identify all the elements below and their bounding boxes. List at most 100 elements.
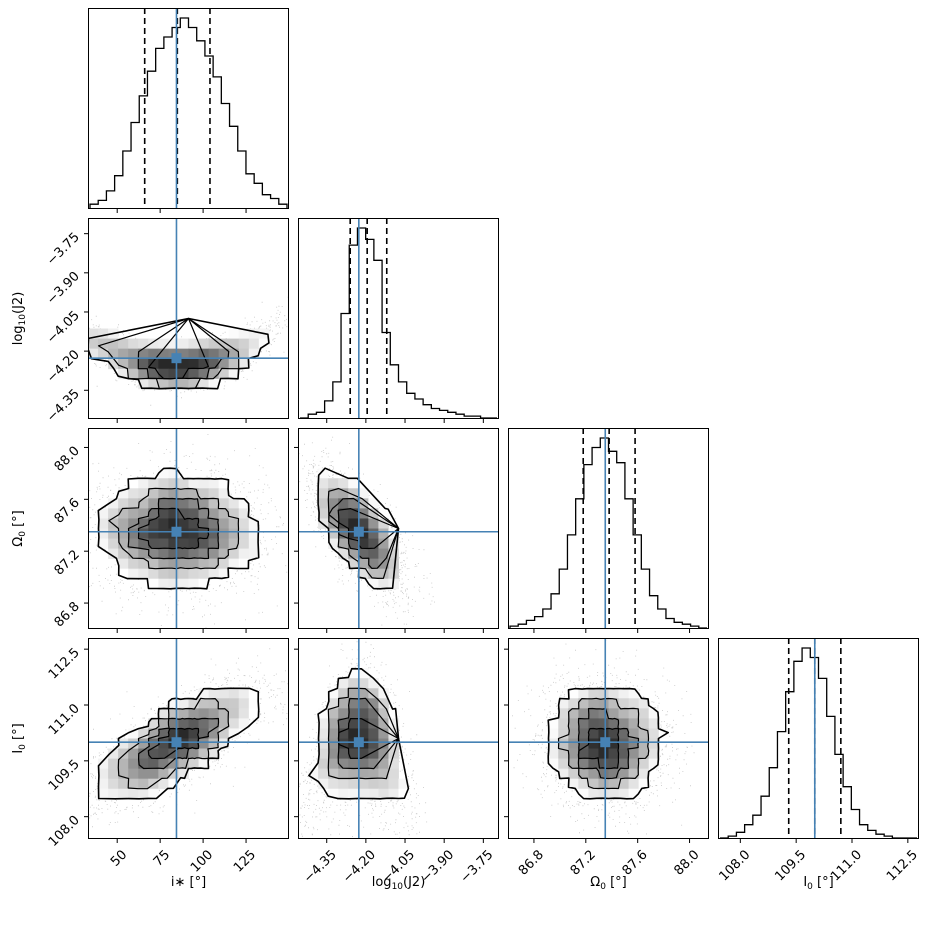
density-cell	[648, 708, 660, 719]
density-cell	[388, 788, 399, 800]
density-cell	[208, 378, 220, 390]
density-cell	[178, 378, 189, 390]
density-cell	[128, 748, 139, 759]
density-cell	[158, 518, 169, 529]
density-cell	[378, 698, 389, 709]
density-cell	[178, 558, 189, 570]
density-cell	[208, 518, 220, 529]
density-cell	[328, 708, 339, 719]
density-cell	[598, 708, 609, 719]
density-cell	[168, 708, 179, 719]
density-cell	[178, 478, 189, 489]
density-cell	[388, 728, 399, 739]
density-cell	[178, 538, 189, 549]
hist-steps-logJ2	[300, 227, 497, 419]
density-cell	[198, 518, 209, 529]
density-cell	[228, 708, 240, 719]
density-cell	[168, 338, 179, 350]
density-cell	[648, 738, 660, 749]
density-cell	[378, 778, 389, 790]
density-cell	[178, 768, 189, 780]
density-cell	[628, 738, 640, 749]
density-cell	[328, 498, 339, 509]
density-cell	[628, 718, 640, 729]
density-cell	[388, 718, 399, 729]
density-cell	[248, 518, 260, 529]
density-cell	[378, 578, 389, 590]
hist-panel-Omega0	[509, 428, 707, 629]
density-cell	[138, 788, 149, 800]
density-cell	[598, 778, 609, 790]
density-cell	[338, 488, 349, 499]
density-cell	[178, 748, 189, 759]
contour-2	[137, 317, 230, 380]
density-cell	[108, 528, 119, 539]
density-cell	[158, 558, 169, 570]
density-cell	[138, 768, 149, 780]
contour-0	[547, 687, 669, 800]
density-cell	[188, 518, 199, 529]
density-cell	[108, 548, 119, 560]
density-cell	[358, 518, 369, 529]
contour-2	[577, 707, 640, 780]
density-cell	[98, 518, 109, 529]
density-cell	[118, 788, 129, 800]
density-cell	[148, 558, 159, 570]
density-cell	[358, 548, 369, 560]
density-cell	[388, 548, 399, 560]
density-cell	[598, 758, 609, 770]
density-cell	[378, 538, 389, 549]
density-cell	[248, 688, 260, 699]
density-cell	[338, 738, 349, 749]
density-cell	[578, 718, 589, 729]
density-cell	[198, 738, 209, 749]
density-cell	[188, 508, 199, 519]
x-tick-label: 112.5	[884, 847, 921, 884]
density-cell	[128, 528, 139, 539]
density-cell	[208, 538, 220, 549]
density-cell	[368, 708, 379, 719]
density-cell	[338, 688, 349, 699]
density-cell	[378, 508, 389, 519]
x-tick-label: 88.0	[672, 847, 703, 878]
density-cell	[328, 688, 339, 699]
density-cell	[128, 478, 139, 489]
density-cell	[108, 338, 119, 350]
density-cell	[248, 328, 260, 339]
density-cell	[608, 778, 619, 790]
density-cell	[108, 758, 119, 770]
panel-frame-3-1	[298, 638, 499, 839]
density-cell	[398, 788, 409, 800]
density-cell	[158, 778, 169, 790]
density-cell	[188, 728, 199, 739]
density-cell	[358, 768, 369, 780]
density-cell	[638, 698, 650, 709]
contour-1	[97, 317, 240, 390]
density-cell	[248, 548, 260, 560]
density-cell	[208, 738, 220, 749]
density-cell	[168, 558, 179, 570]
density-cell	[318, 468, 329, 479]
density-cell	[388, 778, 399, 790]
density-cell	[348, 498, 359, 509]
density-cell	[138, 738, 149, 749]
panel-frame-1-0	[88, 218, 289, 419]
density-cell	[628, 728, 640, 739]
density-cell	[98, 778, 109, 790]
contour-1	[327, 487, 400, 579]
density-cell	[198, 728, 209, 739]
density-cell	[588, 688, 599, 699]
x-tick-label: 100	[188, 847, 216, 875]
density-cell	[568, 718, 579, 729]
density-cell	[338, 728, 349, 739]
density-cell	[588, 718, 599, 729]
density-cell	[138, 748, 149, 759]
density-cell	[198, 568, 209, 580]
density-cell	[558, 738, 569, 749]
density-cell	[108, 748, 119, 759]
density-cell	[338, 508, 349, 519]
density-cell	[168, 728, 179, 739]
density-cell	[178, 738, 189, 749]
density-cell	[348, 488, 359, 499]
density-cell	[618, 788, 629, 800]
